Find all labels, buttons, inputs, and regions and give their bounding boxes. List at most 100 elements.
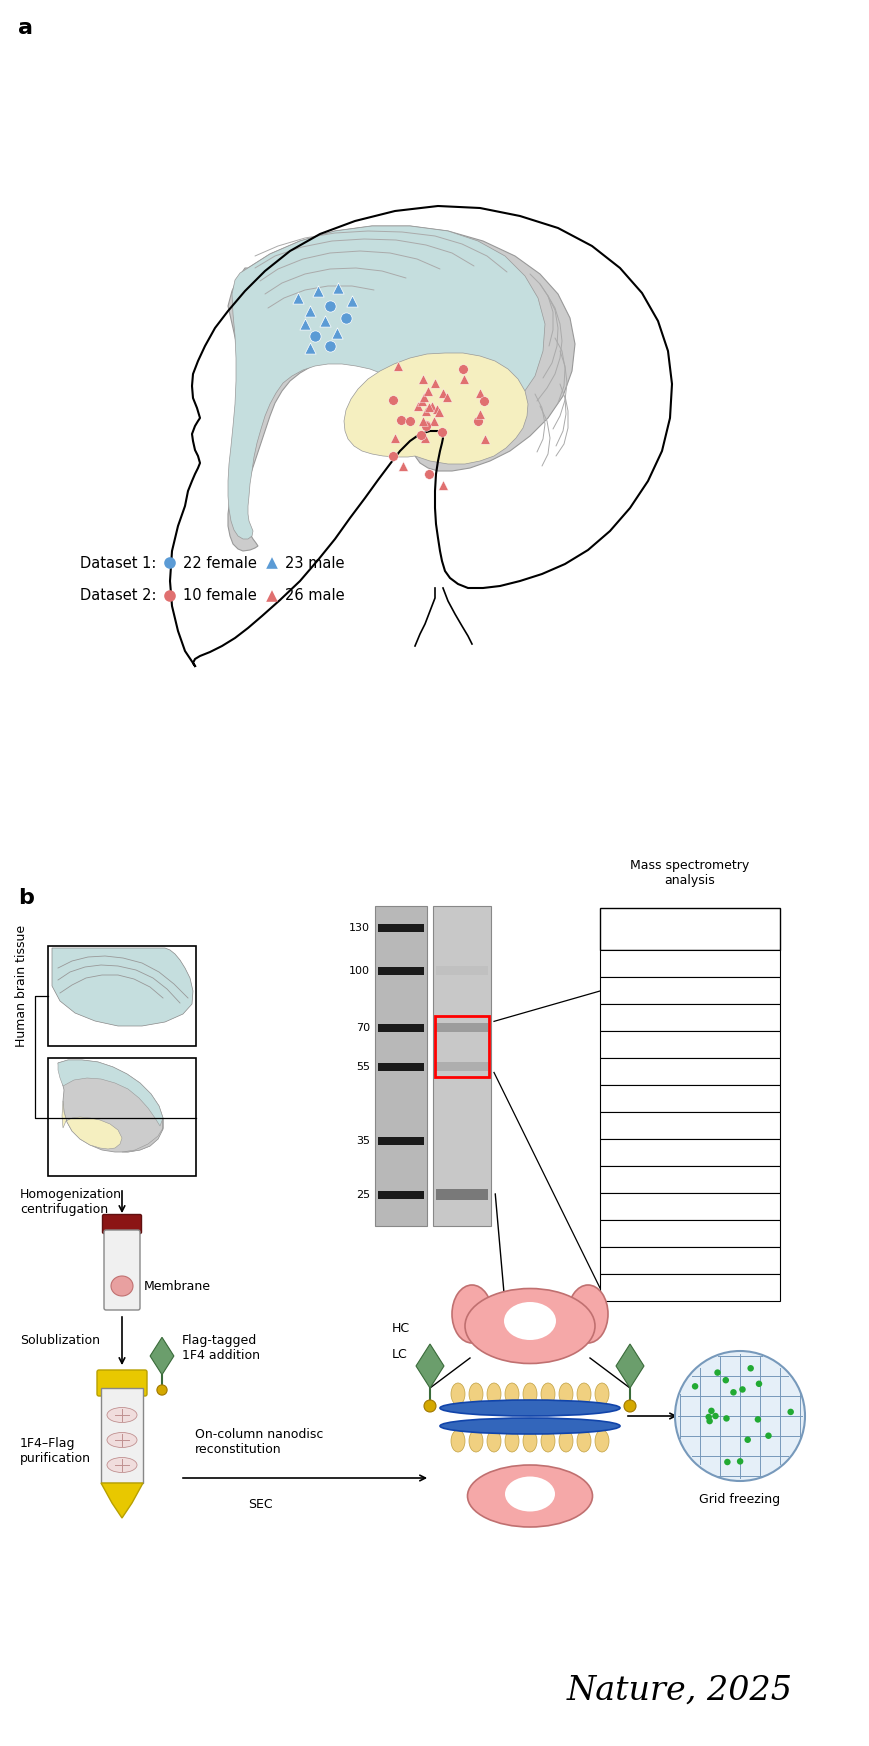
Text: Human γ1: Human γ1 xyxy=(659,1201,720,1213)
Point xyxy=(163,548,176,576)
Point xyxy=(421,393,435,421)
Ellipse shape xyxy=(541,1383,554,1406)
Text: Mass spectrometry
analysis: Mass spectrometry analysis xyxy=(630,859,749,887)
Text: Homogenization
centrifugation: Homogenization centrifugation xyxy=(20,1187,122,1215)
Point xyxy=(702,1407,716,1435)
Ellipse shape xyxy=(450,1383,464,1406)
Point xyxy=(391,353,405,381)
Circle shape xyxy=(423,1400,435,1413)
Ellipse shape xyxy=(559,1430,573,1453)
Text: b: b xyxy=(18,889,34,908)
Point xyxy=(416,384,430,412)
Text: Dataset 2:: Dataset 2: xyxy=(80,588,156,604)
Point xyxy=(476,388,490,416)
Text: Human δ: Human δ xyxy=(662,1282,716,1294)
Point xyxy=(470,407,484,435)
Ellipse shape xyxy=(467,1465,592,1528)
Point xyxy=(707,1402,721,1430)
Polygon shape xyxy=(415,1344,443,1388)
FancyBboxPatch shape xyxy=(600,978,779,1004)
Point xyxy=(265,581,279,609)
Point xyxy=(265,548,279,576)
FancyBboxPatch shape xyxy=(433,906,490,1226)
Text: 100: 100 xyxy=(348,966,369,976)
Text: Human α5: Human α5 xyxy=(659,1065,720,1079)
Point xyxy=(428,368,441,396)
Point xyxy=(704,1397,718,1425)
Point xyxy=(298,311,312,339)
Ellipse shape xyxy=(522,1383,536,1406)
FancyBboxPatch shape xyxy=(600,1084,779,1112)
Circle shape xyxy=(674,1351,804,1481)
Text: 22 female: 22 female xyxy=(182,555,256,571)
Point xyxy=(427,407,441,435)
Point xyxy=(311,278,325,306)
Point xyxy=(719,1404,733,1432)
Point xyxy=(291,285,305,313)
Point xyxy=(302,333,316,361)
Point xyxy=(415,407,429,435)
Text: On-column nanodisc
reconstitution: On-column nanodisc reconstitution xyxy=(195,1428,323,1456)
Text: 10 female: 10 female xyxy=(182,588,256,604)
Text: GABAA
receptors: GABAA receptors xyxy=(655,915,723,943)
Point xyxy=(402,407,416,435)
Text: 130: 130 xyxy=(348,924,369,932)
FancyBboxPatch shape xyxy=(435,1189,488,1200)
Text: 35: 35 xyxy=(355,1135,369,1145)
Point xyxy=(718,1365,732,1393)
Ellipse shape xyxy=(504,1430,519,1453)
FancyBboxPatch shape xyxy=(600,1030,779,1058)
Ellipse shape xyxy=(468,1383,482,1406)
Text: a: a xyxy=(18,17,33,38)
Point xyxy=(418,412,432,440)
Text: Human α2: Human α2 xyxy=(659,985,720,997)
Point xyxy=(435,471,449,499)
Text: 70: 70 xyxy=(355,1023,369,1034)
Point xyxy=(421,459,435,487)
Text: Human γ3: Human γ3 xyxy=(659,1254,720,1268)
FancyBboxPatch shape xyxy=(377,924,423,932)
Point xyxy=(710,1358,724,1386)
Text: Human β1: Human β1 xyxy=(659,1119,720,1133)
Text: Human α6: Human α6 xyxy=(659,1093,720,1105)
FancyBboxPatch shape xyxy=(377,1137,423,1145)
FancyBboxPatch shape xyxy=(600,1058,779,1084)
Ellipse shape xyxy=(567,1285,607,1343)
Text: 23 male: 23 male xyxy=(285,555,344,571)
Point xyxy=(473,400,487,428)
Polygon shape xyxy=(615,1344,643,1388)
Point xyxy=(419,410,433,438)
Text: 25: 25 xyxy=(355,1191,369,1200)
Polygon shape xyxy=(150,1337,174,1374)
FancyBboxPatch shape xyxy=(48,946,196,1046)
FancyBboxPatch shape xyxy=(600,1138,779,1166)
FancyBboxPatch shape xyxy=(600,1275,779,1301)
Text: Human γ2: Human γ2 xyxy=(659,1227,720,1240)
Point xyxy=(726,1378,740,1406)
FancyBboxPatch shape xyxy=(48,1058,196,1177)
Point xyxy=(329,320,343,347)
FancyBboxPatch shape xyxy=(600,908,779,950)
FancyBboxPatch shape xyxy=(377,1191,423,1200)
Point xyxy=(415,388,428,416)
Text: Human α3: Human α3 xyxy=(659,1011,720,1025)
Point xyxy=(425,391,439,419)
Point xyxy=(417,424,431,452)
FancyBboxPatch shape xyxy=(435,1063,488,1072)
FancyBboxPatch shape xyxy=(600,1166,779,1193)
Polygon shape xyxy=(62,1102,122,1149)
Point xyxy=(339,304,353,332)
FancyBboxPatch shape xyxy=(600,1247,779,1275)
Point xyxy=(456,354,470,382)
Ellipse shape xyxy=(576,1383,590,1406)
Polygon shape xyxy=(58,1060,163,1126)
Text: Human β2: Human β2 xyxy=(659,1147,720,1159)
Ellipse shape xyxy=(522,1430,536,1453)
FancyBboxPatch shape xyxy=(600,950,779,978)
FancyBboxPatch shape xyxy=(377,967,423,974)
Text: Solublization: Solublization xyxy=(20,1334,100,1348)
Ellipse shape xyxy=(107,1432,136,1447)
Point xyxy=(751,1371,765,1399)
Point xyxy=(439,382,453,410)
Point xyxy=(302,297,316,325)
